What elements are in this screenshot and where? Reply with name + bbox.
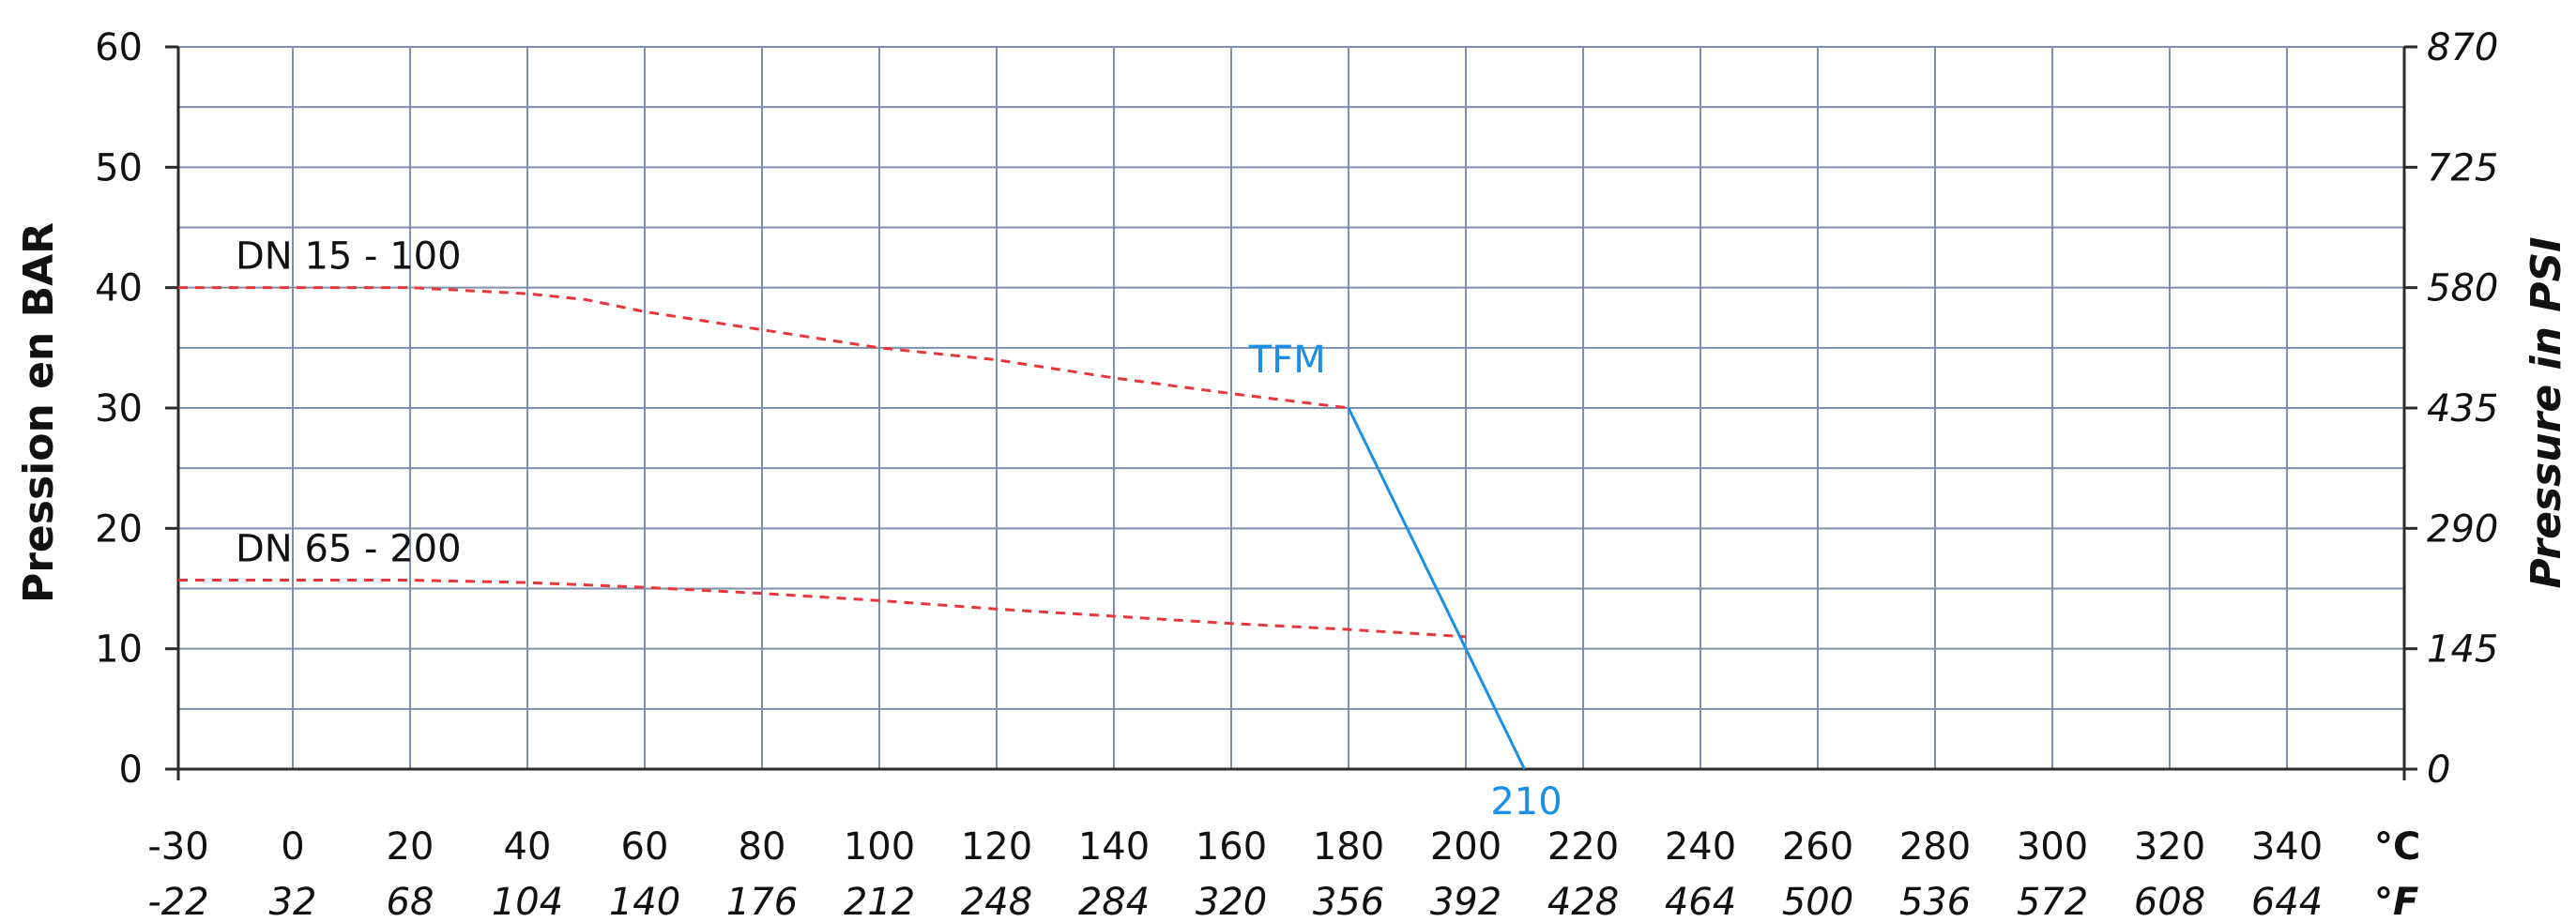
series-labels: DN 15 - 100 DN 65 - 200 TFM 210 — [236, 235, 1562, 824]
x-tick-label-celsius: 60 — [621, 825, 669, 869]
x-tick-label-celsius: 340 — [2251, 825, 2323, 869]
x-tick-label-celsius: 320 — [2134, 825, 2205, 869]
x-tick-label-celsius: 240 — [1665, 825, 1736, 869]
y-tick-label-left: 60 — [95, 26, 143, 69]
x-tick-label-celsius: 300 — [2017, 825, 2088, 869]
series-line-tfm — [1347, 407, 1526, 770]
y-axis-title-left: Pression en BAR — [15, 222, 63, 603]
x-tick-label-celsius: 20 — [387, 825, 434, 869]
x-tick-label-fahrenheit: 464 — [1665, 881, 1736, 922]
x-tick-label-fahrenheit: 392 — [1430, 881, 1501, 922]
tick-labels: 0 10 20 30 40 50 60 0 145 290 435 580 725 870 -30 -22 0 3… — [95, 26, 2498, 922]
series-label-tfm: TFM — [1248, 339, 1326, 382]
x-tick-label-celsius: 40 — [504, 825, 552, 869]
y-tick-label-left: 40 — [95, 267, 143, 310]
y-axis-title-right: Pressure in PSI — [2523, 236, 2570, 588]
y-tick-label-right: 0 — [2427, 748, 2450, 792]
y-tick-label-left: 50 — [95, 146, 143, 189]
x-tick-label-celsius: 140 — [1078, 825, 1150, 869]
x-tick-label-celsius: 200 — [1430, 825, 1501, 869]
series-label-dn-65-200: DN 65 - 200 — [236, 528, 462, 571]
y-tick-label-left: 20 — [95, 507, 143, 551]
x-tick-label-celsius: 120 — [961, 825, 1032, 869]
grid — [177, 46, 2405, 770]
y-tick-label-left: 10 — [95, 628, 143, 672]
y-tick-label-right: 725 — [2427, 146, 2498, 189]
y-tick-label-right: 145 — [2427, 628, 2498, 672]
x-tick-label-fahrenheit: 104 — [492, 881, 563, 922]
series-layer — [178, 286, 1526, 770]
y-tick-label-left: 0 — [119, 748, 143, 792]
x-tick-label-fahrenheit: 284 — [1078, 881, 1150, 922]
x-tick-label-celsius: 80 — [739, 825, 786, 869]
x-tick-label-fahrenheit: 428 — [1547, 881, 1619, 922]
x-tick-label-celsius: 0 — [281, 825, 304, 869]
x-tick-label-celsius: 280 — [1899, 825, 1971, 869]
x-tick-label-fahrenheit: 248 — [961, 881, 1032, 922]
x-tick-label-fahrenheit: 536 — [1899, 881, 1971, 922]
y-tick-label-right: 580 — [2427, 267, 2498, 310]
series-line-dn-65-200 — [178, 579, 1467, 639]
x-tick-label-fahrenheit: 176 — [726, 881, 798, 922]
x-tick-label-fahrenheit: 140 — [609, 881, 680, 922]
x-unit-fahrenheit: °F — [2374, 881, 2418, 922]
x-tick-label-fahrenheit: 68 — [387, 881, 434, 922]
series-line-dn-15-100 — [178, 286, 1349, 410]
x-tick-label-fahrenheit: 212 — [844, 881, 915, 922]
x-tick-label-fahrenheit: 572 — [2017, 881, 2088, 922]
x-tick-label-celsius: 260 — [1782, 825, 1853, 869]
y-tick-label-right: 435 — [2427, 387, 2498, 431]
x-tick-label-fahrenheit: 32 — [269, 881, 317, 922]
x-tick-label-fahrenheit: 356 — [1313, 881, 1384, 922]
x-tick-label-celsius: -30 — [147, 825, 208, 869]
y-tick-label-left: 30 — [95, 387, 143, 431]
y-tick-label-right: 290 — [2427, 507, 2498, 551]
x-tick-label-fahrenheit: 608 — [2134, 881, 2205, 922]
x-unit-celsius: °C — [2374, 825, 2420, 869]
x-tick-label-celsius: 220 — [1547, 825, 1619, 869]
x-tick-label-fahrenheit: -22 — [147, 881, 208, 922]
x-tick-label-fahrenheit: 644 — [2251, 881, 2323, 922]
x-tick-label-celsius: 100 — [844, 825, 915, 869]
x-tick-label-fahrenheit: 320 — [1196, 881, 1267, 922]
annotation-label: 210 — [1490, 780, 1562, 824]
x-tick-label-celsius: 160 — [1196, 825, 1267, 869]
plot-frame — [165, 45, 2417, 780]
x-tick-label-fahrenheit: 500 — [1782, 881, 1853, 922]
y-tick-label-right: 870 — [2427, 26, 2498, 69]
x-tick-label-celsius: 180 — [1313, 825, 1384, 869]
series-label-dn-15-100: DN 15 - 100 — [236, 235, 462, 279]
